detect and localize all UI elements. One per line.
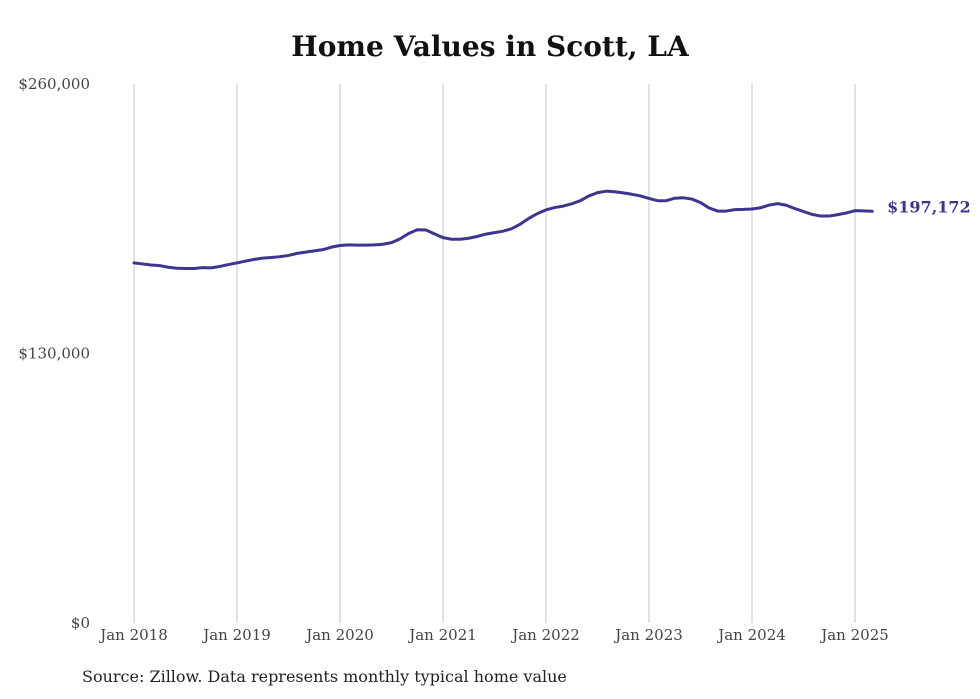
end-value-label: $197,172 bbox=[887, 197, 971, 216]
x-tick-label: Jan 2018 bbox=[98, 626, 168, 644]
series-layer: $197,172 bbox=[132, 189, 971, 270]
y-tick-label: $0 bbox=[71, 614, 90, 632]
x-axis-ticks: Jan 2018 Jan 2019 Jan 2020 Jan 2021 Jan 2022… bbox=[98, 626, 889, 644]
chart-title: Home Values in Scott, LA bbox=[291, 30, 689, 63]
x-tick-label: Jan 2023 bbox=[613, 626, 683, 644]
x-tick-label: Jan 2019 bbox=[201, 626, 271, 644]
y-tick-label: $130,000 bbox=[18, 345, 90, 363]
x-tick-label: Jan 2025 bbox=[819, 626, 889, 644]
series-line bbox=[132, 189, 874, 270]
x-tick-label: Jan 2022 bbox=[510, 626, 580, 644]
y-axis-ticks: $0 $130,000 $260,000 bbox=[18, 75, 90, 632]
source-note: Source: Zillow. Data represents monthly … bbox=[82, 667, 567, 686]
gridlines bbox=[133, 84, 856, 623]
x-tick-label: Jan 2020 bbox=[304, 626, 374, 644]
x-tick-label: Jan 2024 bbox=[716, 626, 786, 644]
x-tick-label: Jan 2021 bbox=[407, 626, 477, 644]
y-tick-label: $260,000 bbox=[18, 75, 90, 93]
